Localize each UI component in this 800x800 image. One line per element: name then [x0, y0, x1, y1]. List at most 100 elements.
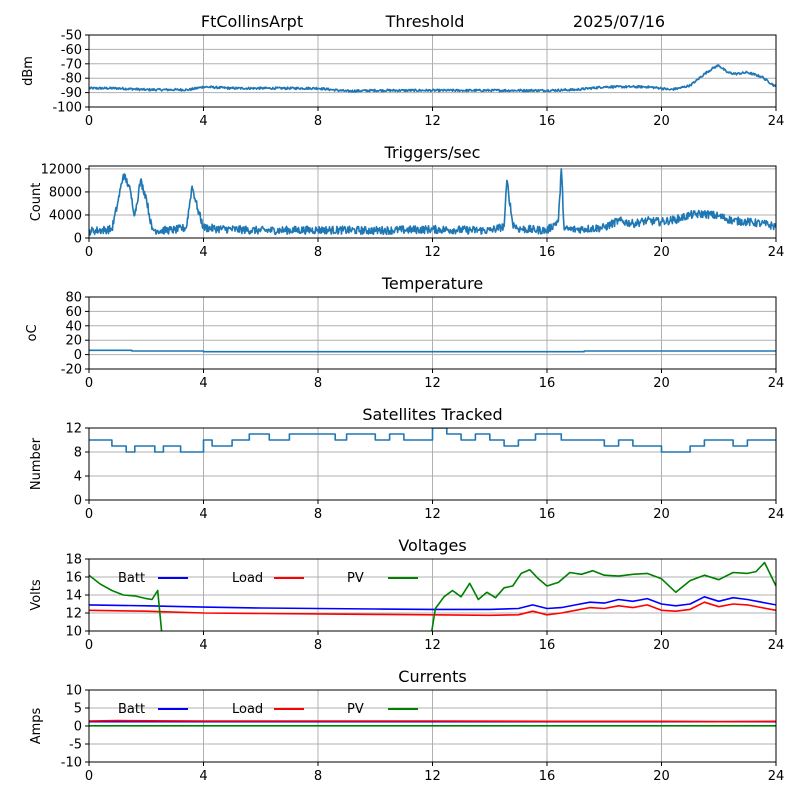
legend-label-load: Load	[232, 702, 263, 717]
x-tick-label: 12	[424, 638, 441, 653]
y-tick-label: 0	[74, 348, 82, 363]
x-tick-label: 24	[768, 245, 785, 260]
y-axis-label: dBm	[21, 56, 36, 86]
series-load-line	[89, 601, 776, 617]
x-tick-label: 20	[653, 376, 670, 391]
y-tick-label: 4000	[49, 208, 82, 223]
chart-panel-1: 0 4 8 12 16 20 24 0 4000 8000 12000 Triggers/sec Cou…	[29, 143, 784, 260]
series-group	[89, 349, 776, 353]
y-tick-label: 20	[65, 334, 82, 349]
x-axis: 0 4 8 12 16 20 24	[85, 762, 784, 784]
x-tick-label: 4	[199, 507, 207, 522]
y-tick-label: -50	[61, 29, 82, 44]
y-tick-label: 5	[74, 702, 82, 717]
y-tick-label: 8	[74, 446, 82, 461]
x-axis: 0 4 8 12 16 20 24	[85, 107, 784, 129]
x-axis: 0 4 8 12 16 20 24	[85, 500, 784, 522]
x-tick-label: 8	[314, 507, 322, 522]
series-group	[89, 719, 776, 727]
x-tick-label: 4	[199, 114, 207, 129]
x-tick-label: 20	[653, 507, 670, 522]
y-tick-label: 40	[65, 319, 82, 334]
x-tick-label: 24	[768, 376, 785, 391]
x-axis: 0 4 8 12 16 20 24	[85, 369, 784, 391]
series-group	[89, 561, 776, 631]
x-axis: 0 4 8 12 16 20 24	[85, 631, 784, 653]
y-tick-label: 10	[65, 684, 82, 699]
x-tick-label: 12	[424, 769, 441, 784]
x-tick-label: 12	[424, 507, 441, 522]
x-tick-label: 8	[314, 769, 322, 784]
y-tick-label: 60	[65, 305, 82, 320]
x-tick-label: 4	[199, 376, 207, 391]
x-tick-label: 20	[653, 114, 670, 129]
x-tick-label: 16	[539, 376, 556, 391]
chart-title: Triggers/sec	[384, 143, 481, 162]
y-tick-label: 0	[74, 720, 82, 735]
x-tick-label: 8	[314, 638, 322, 653]
panels: 0 4 8 12 16 20 24 -50-60-70-80-90-100 dBm 0 4 8 12 16…	[21, 29, 784, 785]
series-load-line	[89, 719, 776, 723]
x-tick-label: 16	[539, 769, 556, 784]
series-group	[89, 428, 776, 453]
y-tick-label: 0	[74, 494, 82, 509]
y-tick-label: 12	[65, 422, 82, 437]
y-axis: 0 4000 8000 12000	[41, 162, 89, 247]
series-group	[89, 64, 776, 93]
x-tick-label: 12	[424, 245, 441, 260]
x-tick-label: 8	[314, 245, 322, 260]
series-batt-line	[89, 596, 776, 611]
legend-label-batt: Batt	[118, 571, 145, 586]
y-tick-label: 18	[65, 553, 82, 568]
legend-label-batt: Batt	[118, 702, 145, 717]
x-tick-label: 12	[424, 114, 441, 129]
y-axis: 12 8 4 0	[65, 422, 89, 509]
x-tick-label: 20	[653, 245, 670, 260]
y-axis: -50-60-70-80-90-100	[52, 29, 89, 116]
y-tick-label: 14	[65, 589, 82, 604]
series-group	[89, 168, 776, 236]
header-date: 2025/07/16	[573, 12, 665, 31]
y-tick-label: 12000	[41, 162, 82, 177]
x-tick-label: 20	[653, 638, 670, 653]
series-line	[89, 349, 776, 353]
chart-title: Voltages	[398, 536, 466, 555]
x-tick-label: 12	[424, 376, 441, 391]
series-pv-line	[89, 561, 776, 631]
y-tick-label: 10	[65, 625, 82, 640]
chart-title: Temperature	[381, 274, 483, 293]
x-tick-label: 16	[539, 638, 556, 653]
header-station: FtCollinsArpt	[201, 12, 303, 31]
x-tick-label: 4	[199, 638, 207, 653]
x-tick-label: 16	[539, 245, 556, 260]
y-tick-label: -90	[61, 86, 82, 101]
x-tick-label: 0	[85, 769, 93, 784]
y-tick-label: -10	[61, 756, 82, 771]
x-tick-label: 8	[314, 114, 322, 129]
legend-label-pv: PV	[347, 571, 364, 586]
x-tick-label: 24	[768, 769, 785, 784]
x-tick-label: 4	[199, 245, 207, 260]
x-tick-label: 16	[539, 507, 556, 522]
x-tick-label: 0	[85, 638, 93, 653]
series-line	[89, 168, 776, 236]
y-tick-label: 12	[65, 607, 82, 622]
legend-label-pv: PV	[347, 702, 364, 717]
y-tick-label: 80	[65, 291, 82, 306]
x-tick-label: 20	[653, 769, 670, 784]
chart-title: Currents	[398, 667, 466, 686]
x-tick-label: 24	[768, 507, 785, 522]
y-axis-label: Amps	[29, 707, 44, 744]
series-line	[89, 64, 776, 93]
x-tick-label: 24	[768, 638, 785, 653]
x-tick-label: 24	[768, 114, 785, 129]
chart-panel-4: 0 4 8 12 16 20 24 18 16 14 12 10 Voltages Volts Batt Lo…	[29, 536, 784, 653]
y-tick-label: -60	[61, 43, 82, 58]
y-axis-label: Volts	[29, 579, 44, 611]
x-tick-label: 0	[85, 114, 93, 129]
y-tick-label: 0	[74, 232, 82, 247]
x-tick-label: 8	[314, 376, 322, 391]
chart-title: Satellites Tracked	[362, 405, 502, 424]
